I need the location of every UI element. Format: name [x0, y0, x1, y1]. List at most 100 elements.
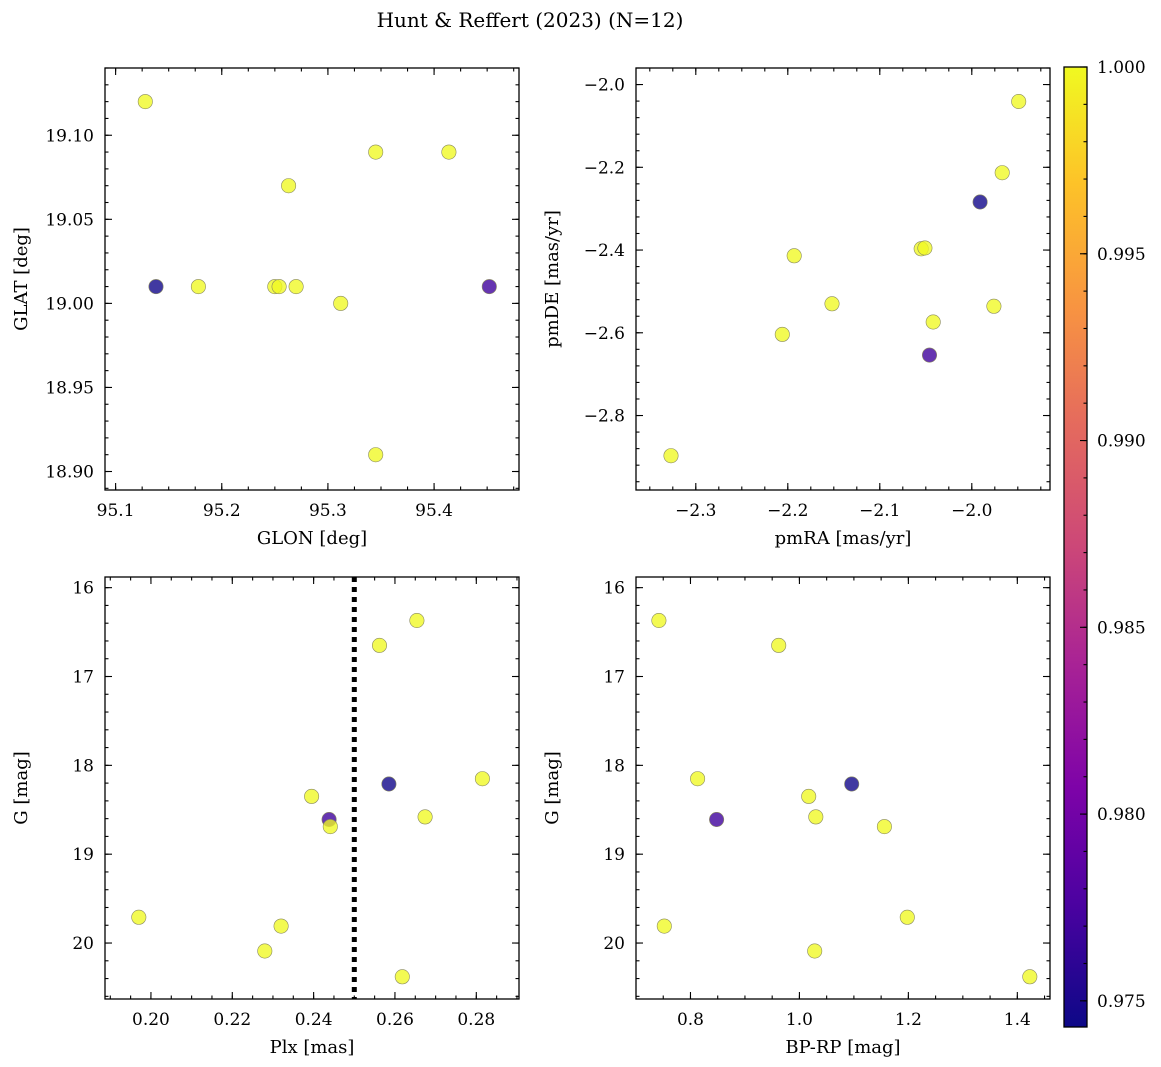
colorbar: 0.975 0.980 0.985 0.990 0.995 1.000: [1063, 58, 1146, 1028]
data-point-10: [986, 298, 1002, 314]
y-tick-label: −2.6: [584, 324, 625, 344]
x-tick-label: −2.3: [675, 501, 716, 521]
axes-frame: [104, 67, 520, 491]
y-axis-label: G [mag]: [11, 751, 32, 824]
axes-frame: [635, 67, 1051, 491]
data-point-11: [417, 809, 433, 825]
x-axis-label: GLON [deg]: [257, 528, 367, 549]
x-tick-label: 1.4: [1004, 1010, 1031, 1030]
data-point-10: [409, 612, 425, 628]
data-point-2: [774, 326, 790, 342]
x-axis-label: BP-RP [mag]: [785, 1037, 900, 1058]
data-point-7: [807, 943, 823, 959]
data-point-9: [844, 776, 860, 792]
data-point-5: [271, 279, 287, 295]
x-tick-label: 0.8: [677, 1010, 704, 1030]
axes-frame: [104, 576, 520, 1000]
y-tick-label: 20: [72, 934, 94, 954]
y-tick-label: −2.8: [584, 407, 625, 427]
panel-pmra-pmde: −2.3 −2.2 −2.1 −2.0 −2.8 −2.6 −2.4 −2.2 −2.0 pmRA…: [542, 67, 1051, 549]
x-axis-label: pmRA [mas/yr]: [775, 528, 912, 549]
x-tick-label: −2.2: [767, 501, 808, 521]
data-point-11: [994, 165, 1010, 181]
data-point-6: [281, 178, 297, 194]
x-tick-label: 95.2: [203, 501, 241, 521]
data-point-1: [131, 909, 147, 925]
y-tick-label: 16: [72, 579, 94, 599]
x-tick-label: 0.20: [132, 1010, 170, 1030]
data-point-12: [1011, 94, 1027, 110]
data-point-1: [137, 94, 153, 110]
x-tick-label: −2.1: [859, 501, 900, 521]
colorbar-frame: [1063, 66, 1088, 1028]
x-tick-label: 0.26: [376, 1010, 414, 1030]
data-point-6: [917, 240, 933, 256]
data-point-3: [690, 771, 706, 787]
colorbar-tick-label: 0.985: [1097, 618, 1146, 638]
data-point-3: [190, 279, 206, 295]
y-tick-label: 18: [72, 756, 94, 776]
data-point-9: [972, 194, 988, 210]
data-point-2: [148, 279, 164, 295]
colorbar-tick-label: 0.990: [1097, 432, 1146, 452]
y-tick-label: 19: [72, 845, 94, 865]
data-point-12: [1022, 969, 1038, 985]
y-tick-label: 17: [72, 668, 94, 688]
panel-glon-glat: 95.1 95.2 95.3 95.4 18.90 18.95 19.00 19.05 19.1…: [11, 67, 520, 549]
data-point-8: [333, 295, 349, 311]
data-point-4: [824, 296, 840, 312]
data-point-11: [441, 144, 457, 160]
data-point-7: [288, 279, 304, 295]
data-point-6: [801, 788, 817, 804]
colorbar-gradient: [1064, 67, 1087, 1027]
colorbar-tick-label: 0.975: [1097, 992, 1146, 1012]
data-point-1: [651, 612, 667, 628]
y-axis-label: G [mag]: [542, 751, 563, 824]
x-tick-label: 95.1: [97, 501, 135, 521]
y-tick-label: 18: [603, 756, 625, 776]
data-point-9: [368, 144, 384, 160]
axes-frame: [635, 576, 1051, 1000]
y-tick-label: 18.90: [45, 463, 94, 483]
y-tick-label: −2.0: [584, 76, 625, 96]
data-point-8: [925, 314, 941, 330]
data-point-9: [394, 969, 410, 985]
figure-title: Hunt & Reffert (2023) (N=12): [377, 8, 684, 32]
x-tick-label: 0.28: [457, 1010, 495, 1030]
panels: 95.1 95.2 95.3 95.4 18.90 18.95 19.00 19.05 19.1…: [11, 67, 1051, 1058]
data-point-7: [371, 637, 387, 653]
x-tick-label: 1.2: [895, 1010, 922, 1030]
panel-bprp-g: 0.8 1.0 1.2 1.4 16 17 18 19 20 BP-RP [mag] G [mag]: [542, 576, 1051, 1058]
data-point-12: [481, 279, 497, 295]
data-point-8: [808, 809, 824, 825]
x-tick-label: 95.4: [415, 501, 453, 521]
data-point-6: [322, 819, 338, 835]
y-tick-label: 19.05: [45, 210, 94, 230]
y-tick-label: −2.2: [584, 158, 625, 178]
y-tick-label: 19: [603, 845, 625, 865]
data-point-3: [786, 248, 802, 264]
data-point-8: [381, 776, 397, 792]
x-tick-label: 0.24: [295, 1010, 333, 1030]
y-tick-label: 17: [603, 668, 625, 688]
colorbar-tick-label: 0.980: [1097, 805, 1146, 825]
data-point-3: [273, 918, 289, 934]
data-point-10: [368, 447, 384, 463]
panel-plx-g: 0.20 0.22 0.24 0.26 0.28 16 17 18 19 20 Plx [mas] G…: [11, 576, 520, 1058]
y-axis-label: GLAT [deg]: [11, 227, 32, 331]
colorbar-tick-label: 1.000: [1097, 58, 1146, 78]
y-tick-label: 18.95: [45, 378, 94, 398]
data-point-4: [709, 811, 725, 827]
x-tick-label: 95.3: [309, 501, 347, 521]
x-tick-label: −2.0: [951, 501, 992, 521]
data-point-4: [304, 788, 320, 804]
data-point-1: [663, 448, 679, 464]
x-tick-label: 0.22: [213, 1010, 251, 1030]
data-point-7: [921, 347, 937, 363]
x-axis-label: Plx [mas]: [270, 1037, 355, 1058]
y-tick-label: 16: [603, 579, 625, 599]
data-point-12: [474, 771, 490, 787]
y-tick-label: 19.00: [45, 294, 94, 314]
y-tick-label: 19.10: [45, 126, 94, 146]
